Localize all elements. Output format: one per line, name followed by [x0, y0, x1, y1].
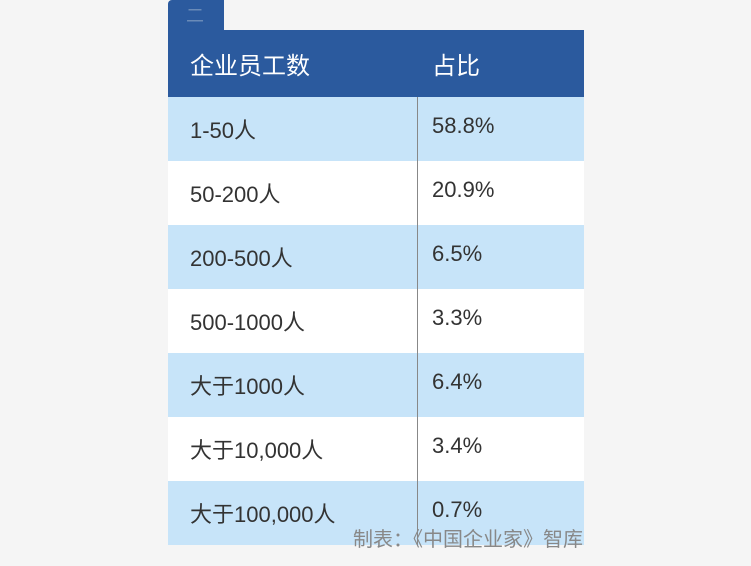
- table-row: 500-1000人 3.3%: [168, 289, 584, 353]
- tab-corner: 二: [168, 0, 224, 30]
- cell-employees: 1-50人: [168, 97, 418, 161]
- cell-percent: 6.4%: [418, 353, 584, 417]
- table-row: 1-50人 58.8%: [168, 97, 584, 161]
- table-row: 200-500人 6.5%: [168, 225, 584, 289]
- cell-percent: 6.5%: [418, 225, 584, 289]
- table-row: 大于10,000人 3.4%: [168, 417, 584, 481]
- tab-label: 二: [186, 2, 206, 28]
- cell-employees: 50-200人: [168, 161, 418, 225]
- page-container: 二 企业员工数 占比 1-50人 58.8% 50-200人 20.9% 200…: [0, 0, 751, 566]
- cell-employees: 大于10,000人: [168, 417, 418, 481]
- table-row: 大于1000人 6.4%: [168, 353, 584, 417]
- table-header-row: 企业员工数 占比: [168, 30, 584, 97]
- column-header-percent: 占比: [418, 30, 584, 97]
- column-header-employees: 企业员工数: [168, 30, 418, 97]
- cell-percent: 3.4%: [418, 417, 584, 481]
- table-row: 50-200人 20.9%: [168, 161, 584, 225]
- cell-employees: 大于1000人: [168, 353, 418, 417]
- credit-line: 制表：《中国企业家》智库: [353, 523, 583, 552]
- cell-employees: 500-1000人: [168, 289, 418, 353]
- cell-employees: 200-500人: [168, 225, 418, 289]
- cell-percent: 20.9%: [418, 161, 584, 225]
- cell-percent: 58.8%: [418, 97, 584, 161]
- employee-table: 企业员工数 占比 1-50人 58.8% 50-200人 20.9% 200-5…: [168, 30, 584, 545]
- cell-percent: 3.3%: [418, 289, 584, 353]
